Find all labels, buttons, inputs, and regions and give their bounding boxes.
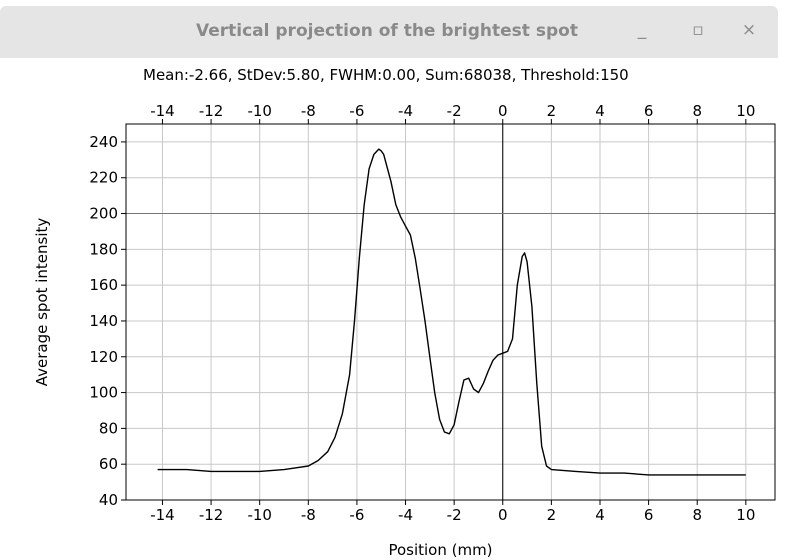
y-tick-label: 140 <box>89 312 118 330</box>
x-tick-label-bottom: -10 <box>247 506 272 524</box>
window-title: Vertical projection of the brightest spo… <box>196 21 578 41</box>
y-tick-label: 240 <box>89 133 118 151</box>
x-tick-label-bottom: -6 <box>349 506 364 524</box>
y-tick-label: 220 <box>89 169 118 187</box>
x-tick-label-top: -10 <box>247 102 272 120</box>
x-tick-label-bottom: -12 <box>199 506 224 524</box>
maximize-button[interactable]: ▫ <box>692 20 704 40</box>
y-tick-label: 80 <box>99 419 118 437</box>
y-tick-label: 40 <box>99 491 118 509</box>
x-tick-label-top: -4 <box>398 102 413 120</box>
x-tick-label-top: 10 <box>736 102 755 120</box>
x-tick-label-bottom: -4 <box>398 506 413 524</box>
y-tick-label: 100 <box>89 384 118 402</box>
x-tick-label-bottom: 10 <box>736 506 755 524</box>
titlebar-background <box>0 6 778 58</box>
x-tick-label-top: 8 <box>692 102 702 120</box>
y-tick-label: 160 <box>89 276 118 294</box>
x-tick-label-bottom: -14 <box>150 506 175 524</box>
x-tick-label-top: 6 <box>644 102 654 120</box>
x-tick-label-top: -6 <box>349 102 364 120</box>
x-tick-label-top: -12 <box>199 102 224 120</box>
y-tick-label: 120 <box>89 348 118 366</box>
x-tick-label-bottom: -2 <box>447 506 462 524</box>
x-tick-label-top: 0 <box>498 102 508 120</box>
x-tick-label-top: -2 <box>447 102 462 120</box>
x-tick-label-bottom: 8 <box>692 506 702 524</box>
y-tick-label: 180 <box>89 240 118 258</box>
x-tick-label-bottom: -8 <box>301 506 316 524</box>
x-tick-label-top: -14 <box>150 102 175 120</box>
series-line <box>157 148 746 476</box>
x-tick-label-bottom: 0 <box>498 506 508 524</box>
x-tick-label-top: 4 <box>595 102 605 120</box>
x-tick-label-top: -8 <box>301 102 316 120</box>
x-tick-label-bottom: 4 <box>595 506 605 524</box>
stats-line: Mean:-2.66, StDev:5.80, FWHM:0.00, Sum:6… <box>143 66 629 84</box>
x-tick-label-top: 2 <box>547 102 557 120</box>
window-titlebar: Vertical projection of the brightest spo… <box>0 0 785 66</box>
y-axis-label: Average spot intensity <box>33 218 51 387</box>
plot-frame <box>125 123 776 501</box>
minimize-button[interactable]: _ <box>637 20 647 40</box>
x-tick-label-bottom: 2 <box>547 506 557 524</box>
y-tick-label: 60 <box>99 455 118 473</box>
x-tick-label-bottom: 6 <box>644 506 654 524</box>
close-button[interactable]: × <box>741 20 757 40</box>
x-axis-label: Position (mm) <box>388 541 492 559</box>
y-tick-label: 200 <box>89 205 118 223</box>
